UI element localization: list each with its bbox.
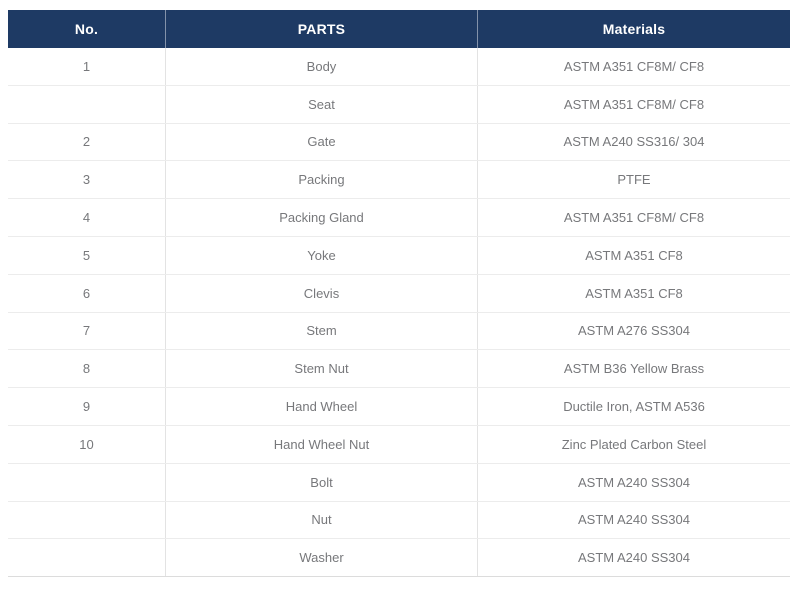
parts-materials-table: No. PARTS Materials 1 Body ASTM A351 CF8… [8, 10, 790, 578]
table-row: 10 Hand Wheel Nut Zinc Plated Carbon Ste… [8, 425, 790, 464]
cell-no: 10 [79, 436, 94, 452]
cell-no: 7 [82, 323, 91, 339]
cell-material: ASTM A351 CF8 [477, 274, 790, 312]
table-row: 5 Yoke ASTM A351 CF8 [8, 236, 790, 275]
cell-material: ASTM A240 SS304 [477, 501, 790, 539]
cell-no [8, 86, 165, 123]
cell-part: Seat [165, 85, 477, 123]
cell-material: ASTM A240 SS316/ 304 [477, 123, 790, 161]
cell-material: ASTM A351 CF8 [477, 236, 790, 274]
cell-material: Zinc Plated Carbon Steel [477, 425, 790, 463]
cell-part: Stem Nut [165, 350, 477, 388]
cell-material: ASTM A351 CF8M/ CF8 [477, 48, 790, 85]
cell-no [8, 539, 165, 576]
cell-part: Hand Wheel Nut [165, 425, 477, 463]
cell-part: Gate [165, 123, 477, 161]
cell-material: ASTM A240 SS304 [477, 539, 790, 577]
table-row: 3 Packing PTFE [8, 161, 790, 200]
cell-part: Nut [165, 501, 477, 539]
cell-part: Stem [165, 312, 477, 350]
cell-no [8, 502, 165, 539]
cell-no: 4 [82, 210, 91, 226]
cell-part: Packing [165, 161, 477, 199]
cell-no: 2 [82, 134, 91, 150]
table-row: 8 Stem Nut ASTM B36 Yellow Brass [8, 350, 790, 389]
table-header-row: No. PARTS Materials [8, 10, 790, 48]
cell-material: ASTM A240 SS304 [477, 463, 790, 501]
cell-material: ASTM A351 CF8M/ CF8 [477, 199, 790, 236]
cell-material: ASTM A351 CF8M/ CF8 [477, 85, 790, 123]
cell-part: Washer [165, 539, 477, 577]
table-row: Bolt ASTM A240 SS304 [8, 463, 790, 502]
cell-no: 5 [82, 247, 91, 263]
table-row: 6 Clevis ASTM A351 CF8 [8, 274, 790, 313]
cell-material: Ductile Iron, ASTM A536 [477, 388, 790, 425]
cell-no: 9 [82, 399, 91, 415]
column-header-no: No. [74, 21, 99, 37]
cell-no: 1 [82, 58, 91, 74]
cell-part: Hand Wheel [165, 388, 477, 425]
column-header-materials: Materials [477, 10, 790, 48]
column-header-parts: PARTS [165, 10, 477, 48]
table-row: 9 Hand Wheel Ductile Iron, ASTM A536 [8, 388, 790, 426]
table-row: 4 Packing Gland ASTM A351 CF8M/ CF8 [8, 199, 790, 237]
cell-part: Packing Gland [165, 199, 477, 236]
cell-material: ASTM B36 Yellow Brass [477, 350, 790, 388]
cell-no [8, 464, 165, 501]
table-row: Washer ASTM A240 SS304 [8, 539, 790, 578]
table-row: Seat ASTM A351 CF8M/ CF8 [8, 85, 790, 124]
table-row: 1 Body ASTM A351 CF8M/ CF8 [8, 48, 790, 86]
cell-part: Yoke [165, 236, 477, 274]
cell-material: ASTM A276 SS304 [477, 312, 790, 350]
cell-part: Body [165, 48, 477, 85]
cell-material: PTFE [477, 161, 790, 199]
table-row: 2 Gate ASTM A240 SS316/ 304 [8, 123, 790, 162]
cell-no: 8 [82, 361, 91, 377]
cell-no: 3 [82, 172, 91, 188]
cell-part: Bolt [165, 463, 477, 501]
cell-no: 6 [82, 285, 91, 301]
cell-part: Clevis [165, 274, 477, 312]
table-row: Nut ASTM A240 SS304 [8, 501, 790, 540]
table-row: 7 Stem ASTM A276 SS304 [8, 312, 790, 351]
